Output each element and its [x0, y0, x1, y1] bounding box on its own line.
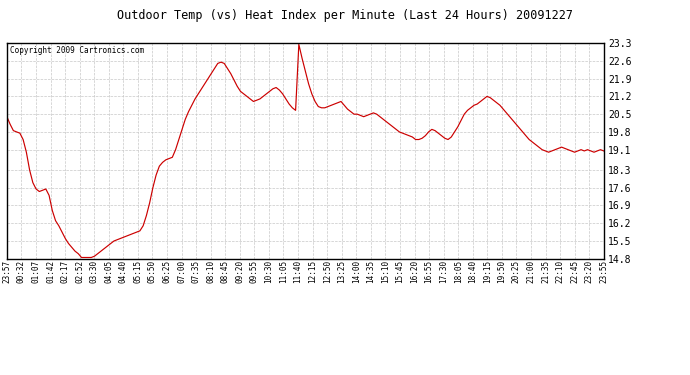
Text: Copyright 2009 Cartronics.com: Copyright 2009 Cartronics.com [10, 46, 144, 56]
Text: Outdoor Temp (vs) Heat Index per Minute (Last 24 Hours) 20091227: Outdoor Temp (vs) Heat Index per Minute … [117, 9, 573, 22]
